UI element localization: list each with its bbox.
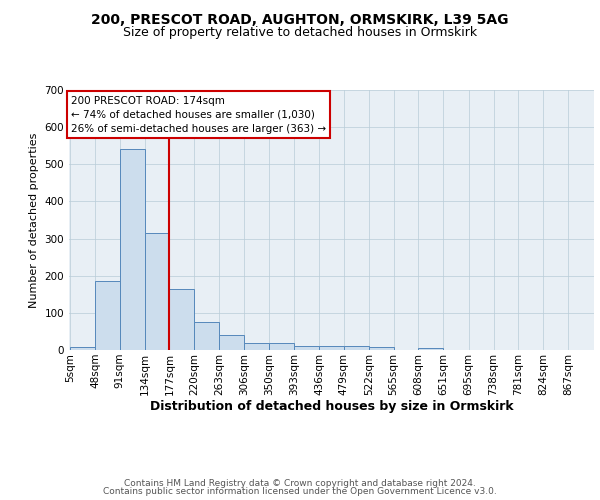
Bar [219,335,244,350]
Text: Contains public sector information licensed under the Open Government Licence v3: Contains public sector information licen… [103,487,497,496]
Bar [344,346,369,350]
Bar [319,346,344,350]
Bar [269,344,294,350]
Bar [194,322,219,350]
Bar [145,233,169,350]
X-axis label: Distribution of detached houses by size in Ormskirk: Distribution of detached houses by size … [149,400,514,413]
Bar [95,280,120,350]
Bar [369,347,394,350]
Bar [244,344,269,350]
Bar [294,346,319,350]
Text: 200 PRESCOT ROAD: 174sqm
← 74% of detached houses are smaller (1,030)
26% of sem: 200 PRESCOT ROAD: 174sqm ← 74% of detach… [71,96,326,134]
Text: 200, PRESCOT ROAD, AUGHTON, ORMSKIRK, L39 5AG: 200, PRESCOT ROAD, AUGHTON, ORMSKIRK, L3… [91,12,509,26]
Y-axis label: Number of detached properties: Number of detached properties [29,132,39,308]
Bar [418,348,443,350]
Bar [169,288,194,350]
Bar [70,347,95,350]
Text: Contains HM Land Registry data © Crown copyright and database right 2024.: Contains HM Land Registry data © Crown c… [124,478,476,488]
Text: Size of property relative to detached houses in Ormskirk: Size of property relative to detached ho… [123,26,477,39]
Bar [120,150,145,350]
